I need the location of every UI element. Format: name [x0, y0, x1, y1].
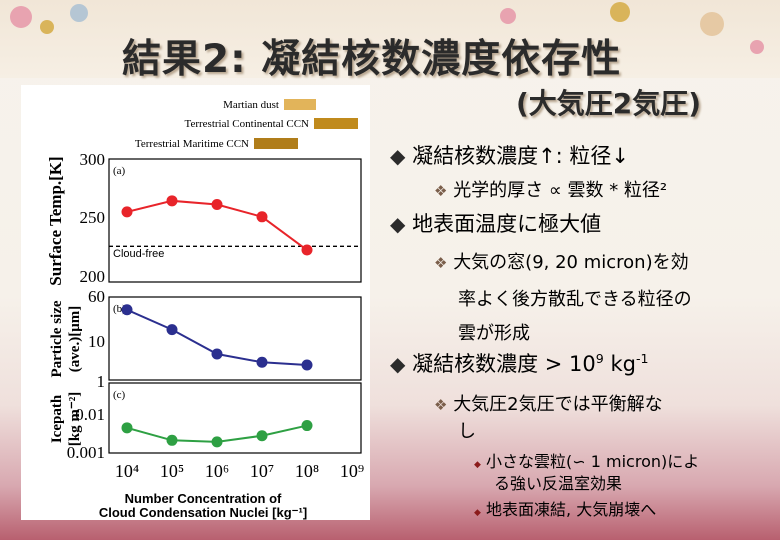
x-tick-label: 10⁷ — [250, 461, 274, 481]
small-diamond-icon: ◆ — [474, 508, 481, 518]
small-diamond-icon: ◆ — [474, 460, 481, 470]
data-point — [166, 324, 178, 336]
bullet-cn-particle: ◆ 凝結核数濃度↑: 粒径↓ — [390, 140, 629, 170]
bullet-window-line3: 雲が形成 — [458, 323, 530, 344]
diamond-icon: ◆ — [390, 352, 406, 376]
panel-b-ytick: 60 — [88, 287, 105, 306]
cloud-free-label: Cloud-free — [113, 248, 164, 260]
data-point — [121, 304, 133, 316]
panel-c-tag: (c) — [113, 389, 126, 401]
panel-a-frame — [108, 158, 362, 283]
x-tick-labels: 10⁴ 10⁵ 10⁶ 10⁷ 10⁸ 10⁹ — [115, 461, 364, 481]
data-point — [301, 359, 313, 371]
flower-decoration — [40, 20, 54, 34]
bullet-window-line2: 率よく後方散乱できる粒径の — [458, 289, 692, 310]
panel-c-ytick: 0.001 — [67, 443, 105, 462]
bullet-threshold: ◆ 凝結核数濃度 > 109 kg-1 — [390, 348, 649, 378]
data-point — [211, 199, 223, 211]
bullet-optical-depth: ❖ 光学的厚さ ∝ 雲数 * 粒径² — [434, 176, 667, 202]
results-figure: Martian dust Terrestrial Continental CCN… — [21, 85, 370, 520]
bullet-text: 地表面温度に極大値 — [412, 212, 602, 236]
x-tick-label: 10⁹ — [340, 461, 364, 481]
bullet-no-equilibrium-line2: し — [458, 421, 476, 442]
data-point — [211, 436, 223, 448]
bullet-text: 大気の窓(9, 20 micron)を効 — [453, 252, 689, 273]
bullet-anti-greenhouse-line1: ◆ 小さな雲粒(∽ 1 micron)によ — [474, 448, 699, 472]
bullet-text: 光学的厚さ ∝ 雲数 * 粒径² — [453, 180, 668, 201]
data-point — [121, 422, 133, 434]
panel-b-ylabel: (ave.)[μm] — [67, 306, 83, 372]
data-point — [211, 348, 223, 360]
unit: kg — [603, 352, 636, 376]
slide-subtitle: (大気圧2気圧) — [516, 87, 702, 120]
bullet-surface-temp: ◆ 地表面温度に極大値 — [390, 208, 601, 238]
exponent: -1 — [635, 351, 649, 366]
bullet-text: 地表面凍結, 大気崩壊へ — [486, 500, 657, 519]
panel-a-tag: (a) — [113, 165, 126, 177]
data-point — [166, 195, 178, 207]
diamond-icon: ◆ — [390, 144, 406, 168]
decorative-header-band — [0, 0, 780, 78]
flower-decoration — [700, 12, 724, 36]
legend-swatch-maritime-ccn — [254, 138, 298, 149]
panel-a-ytick: 250 — [80, 208, 106, 227]
panel-c-ytick: 0.01 — [75, 405, 105, 424]
four-diamond-icon: ❖ — [434, 254, 448, 272]
xlabel-line2: Cloud Condensation Nuclei [kg⁻¹] — [99, 505, 307, 520]
legend-label-martian-dust: Martian dust — [223, 99, 279, 111]
panel-b-ytick: 1 — [97, 372, 106, 391]
panel-b-ylabel: Particle size — [49, 300, 65, 377]
bullet-text: 凝結核数濃度↑: 粒径↓ — [412, 144, 630, 168]
panel-b-frame — [108, 296, 362, 381]
chart-series — [109, 195, 361, 448]
data-point — [166, 434, 178, 446]
legend-label-maritime-ccn: Terrestrial Maritime CCN — [135, 138, 249, 150]
panel-a-ylabel: Surface Temp.[K] — [46, 156, 65, 285]
panel-c-ylabel: [kg m⁻²] — [67, 392, 83, 447]
x-tick-label: 10⁶ — [205, 461, 229, 481]
four-diamond-icon: ❖ — [434, 182, 448, 200]
flower-decoration — [70, 4, 88, 22]
data-point — [301, 244, 313, 256]
flower-decoration — [750, 40, 764, 54]
panel-c-ylabel: Icepath — [49, 394, 65, 443]
panel-c-frame — [108, 382, 362, 454]
bullet-window-line1: ❖ 大気の窓(9, 20 micron)を効 — [434, 248, 689, 274]
panel-a-ytick: 300 — [80, 150, 106, 169]
bullet-no-equilibrium-line1: ❖ 大気圧2気圧では平衡解な — [434, 390, 663, 416]
x-tick-label: 10⁸ — [295, 461, 319, 481]
exponent: 9 — [595, 351, 604, 366]
bullet-text: 小さな雲粒(∽ 1 micron)によ — [486, 452, 700, 471]
xlabel-line1: Number Concentration of — [125, 491, 282, 506]
diamond-icon: ◆ — [390, 212, 406, 236]
data-point — [301, 420, 313, 432]
legend-swatch-martian-dust — [284, 99, 316, 110]
four-diamond-icon: ❖ — [434, 396, 448, 414]
panel-a-ytick: 200 — [80, 267, 106, 286]
x-tick-label: 10⁵ — [160, 461, 184, 481]
figure-svg: Martian dust Terrestrial Continental CCN… — [46, 99, 364, 520]
panel-b-ytick: 10 — [88, 332, 105, 351]
legend-label-continental-ccn: Terrestrial Continental CCN — [185, 118, 310, 130]
bullet-text: 大気圧2気圧では平衡解な — [453, 394, 663, 415]
data-point — [256, 356, 268, 368]
x-tick-label: 10⁴ — [115, 461, 139, 481]
data-point — [256, 211, 268, 223]
flower-decoration — [500, 8, 516, 24]
bullet-anti-greenhouse-line2: る強い反温室効果 — [494, 474, 623, 493]
data-point — [121, 206, 133, 218]
bullet-freeze: ◆ 地表面凍結, 大気崩壊へ — [474, 496, 656, 520]
bullet-text: 凝結核数濃度 > 10 — [412, 352, 596, 376]
flower-decoration — [10, 6, 32, 28]
data-point — [256, 430, 268, 442]
legend-swatch-continental-ccn — [314, 118, 358, 129]
slide-title: 結果2: 凝結核数濃度依存性 — [122, 37, 622, 82]
flower-decoration — [610, 2, 630, 22]
